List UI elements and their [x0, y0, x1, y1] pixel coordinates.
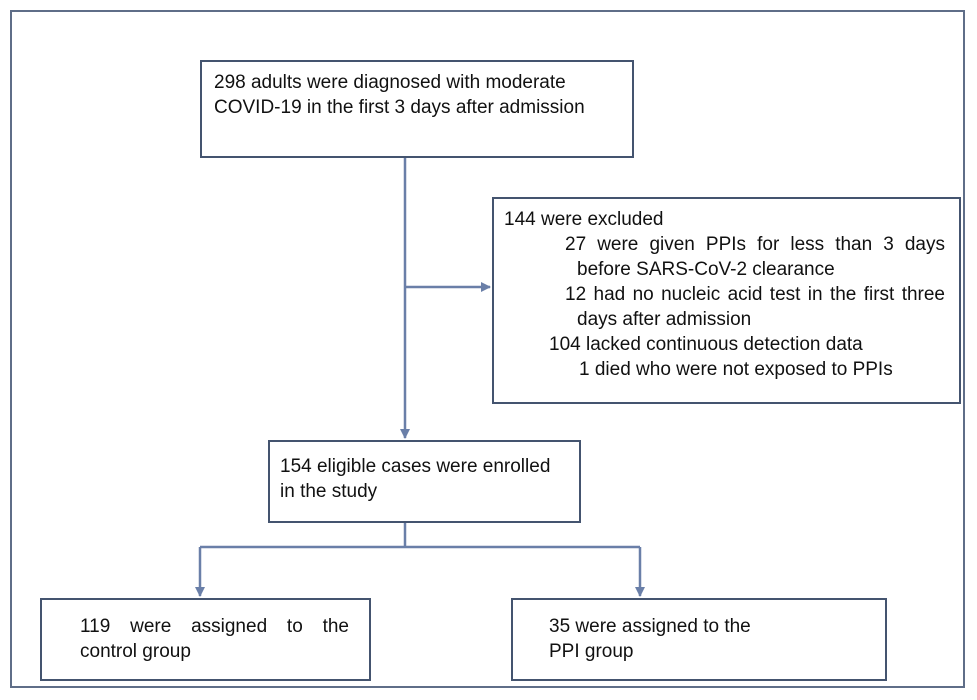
node-label: 298 adults were diagnosed with moderate …: [214, 72, 585, 118]
node-box: 119 were assigned to the control group: [40, 598, 371, 681]
node-box: 298 adults were diagnosed with moderate …: [200, 60, 634, 158]
exclusion-item: 27 were given PPIs for less than 3 days …: [565, 234, 945, 280]
node-label: 119 were assigned to the control group: [80, 616, 349, 662]
node-box: 154 eligible cases were enrolled in the …: [268, 440, 581, 523]
exclusion-item: 1 died who were not exposed to PPIs: [579, 359, 893, 380]
exclusion-box: 144 were excluded 27 were given PPIs for…: [492, 197, 961, 404]
frame: [10, 10, 965, 688]
exclusion-item: 12 had no nucleic acid test in the first…: [565, 284, 945, 330]
node-label: 144 were excluded: [504, 209, 664, 230]
exclusion-item: 104 lacked continuous detection data: [549, 334, 863, 355]
node-label: 35 were assigned to the PPI group: [549, 616, 751, 662]
node-label: 154 eligible cases were enrolled in the …: [280, 456, 551, 502]
node-box: 35 were assigned to the PPI group: [511, 598, 887, 681]
